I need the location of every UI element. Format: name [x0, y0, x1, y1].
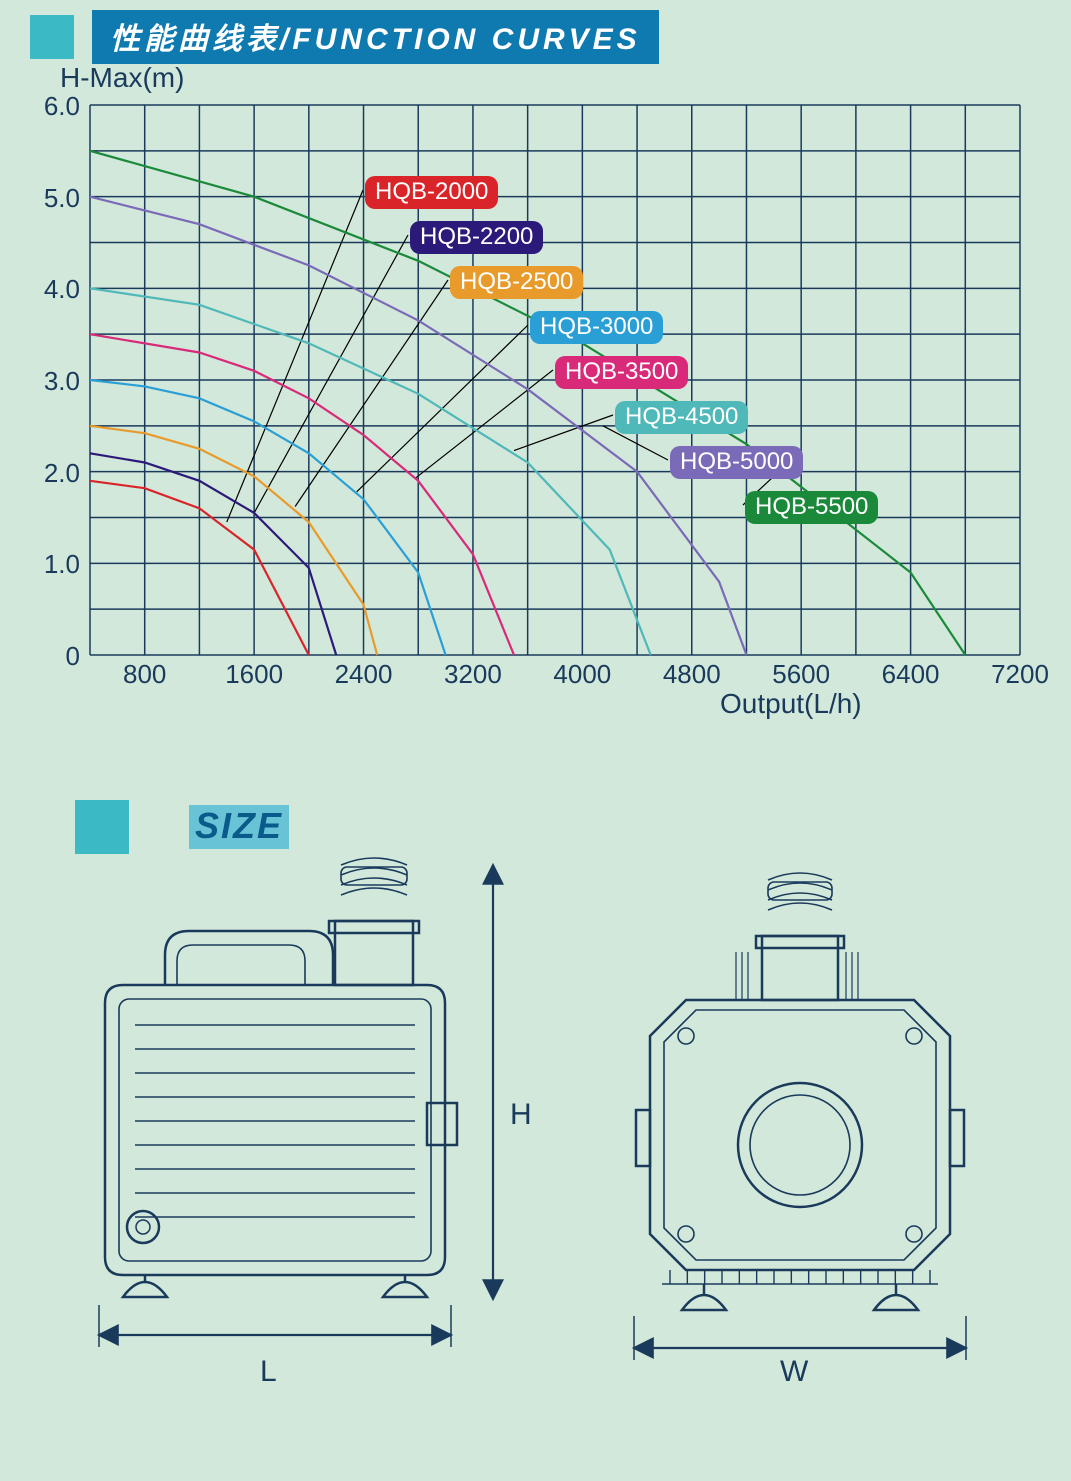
dim-label-h: H — [510, 1098, 532, 1132]
dim-label-w: W — [780, 1355, 808, 1389]
page-root: 性能曲线表/FUNCTION CURVES H-Max(m) 01.02.03.… — [0, 0, 1071, 1481]
dim-label-l: L — [260, 1355, 277, 1389]
